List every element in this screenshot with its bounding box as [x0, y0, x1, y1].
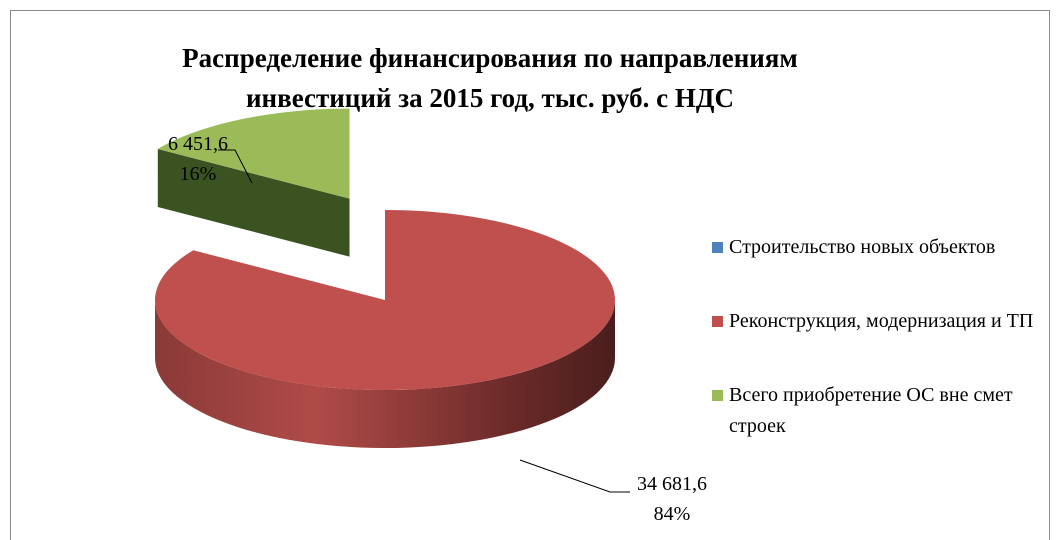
- percent-label: 84%: [654, 503, 691, 525]
- legend-item: Всего приобретение ОС вне смет строек: [712, 380, 1047, 442]
- data-label: 6 451,6: [168, 133, 228, 155]
- legend-swatch: [712, 390, 723, 401]
- legend-swatch: [712, 242, 723, 253]
- legend-item: Строительство новых объектов: [712, 232, 1047, 263]
- slice: [157, 108, 350, 199]
- slice-face: [157, 148, 350, 257]
- slice: [154, 210, 615, 391]
- data-label: 34 681,6: [637, 473, 707, 495]
- legend-label: Реконструкция, модернизация и ТП: [729, 310, 1034, 332]
- leader-line: [218, 149, 253, 184]
- legend-swatch: [712, 316, 723, 327]
- legend-item: Реконструкция, модернизация и ТП: [712, 306, 1047, 337]
- legend-label: Всего приобретение ОС вне смет строек: [729, 384, 1013, 437]
- chart-title: Распределение финансирования по направле…: [182, 43, 798, 113]
- chart-frame: [10, 10, 1050, 540]
- legend-label: Строительство новых объектов: [729, 236, 996, 258]
- percent-label: 16%: [180, 163, 217, 185]
- leader-line: [519, 459, 630, 493]
- slice-side: [155, 300, 615, 448]
